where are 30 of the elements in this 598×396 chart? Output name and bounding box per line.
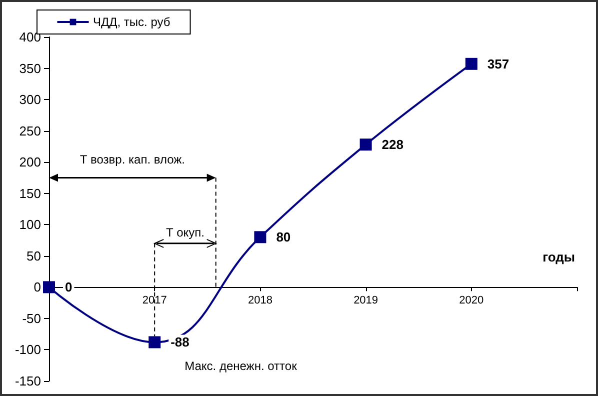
y-tick-label: -150 xyxy=(14,374,41,388)
y-tick-label: 0 xyxy=(34,280,41,295)
point xyxy=(43,281,55,294)
y-tick-label: 50 xyxy=(26,248,41,264)
x-tick-label: 2018 xyxy=(248,294,272,307)
annotation: Т возвр. кап. влож. xyxy=(80,152,185,167)
y-tick-label: 100 xyxy=(19,217,41,232)
y-tick-label: 150 xyxy=(19,186,41,201)
data-label: -88 xyxy=(170,334,190,350)
point xyxy=(148,336,161,348)
y-tick-label: 250 xyxy=(19,123,41,138)
y-tick-label: 350 xyxy=(19,60,41,76)
point xyxy=(360,138,372,151)
y-tick-label: -100 xyxy=(14,342,41,358)
x-axis-title: годы xyxy=(542,250,575,265)
x-tick-label: 2020 xyxy=(459,294,484,307)
point xyxy=(465,58,478,70)
y-tick-label: 300 xyxy=(19,92,41,108)
x-tick-label: 2017 xyxy=(142,294,167,307)
data-label: 228 xyxy=(382,137,404,152)
data-label: 80 xyxy=(276,230,291,245)
data-label: 357 xyxy=(487,56,510,72)
annotation: Т окуп. xyxy=(166,225,205,240)
legend-label: ЧДД, тыс. руб xyxy=(93,15,170,29)
y-tick-label: 200 xyxy=(19,154,41,170)
point xyxy=(254,231,266,244)
annotation: Макс. денежн. отток xyxy=(184,359,298,374)
data-label: 0 xyxy=(65,280,72,295)
x-tick-label: 2019 xyxy=(354,294,378,307)
y-tick-label: -50 xyxy=(22,310,41,326)
